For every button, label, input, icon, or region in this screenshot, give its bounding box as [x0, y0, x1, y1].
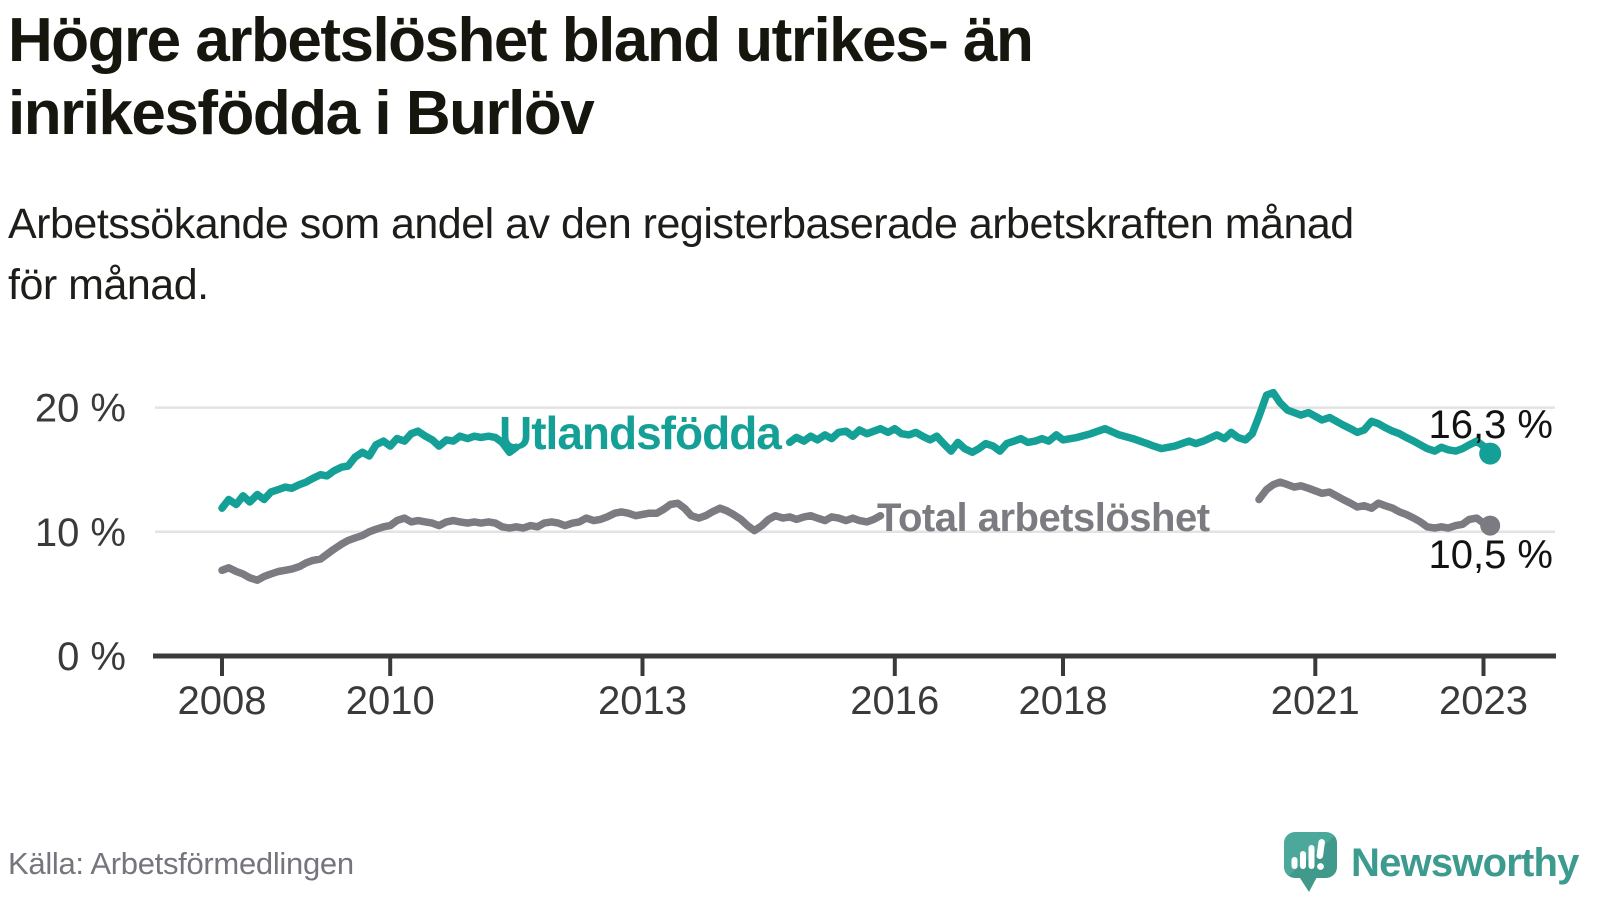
end-value-label-foreign: 16,3 %	[1428, 403, 1553, 447]
x-tick-label-2008: 2008	[178, 679, 267, 723]
x-tick-label-2021: 2021	[1271, 679, 1360, 723]
subtitle-line-1: Arbetssökande som andel av den registerb…	[8, 200, 1354, 248]
title-line-1: Högre arbetslöshet bland utrikes- än	[8, 6, 1034, 75]
x-tick-label-2010: 2010	[346, 679, 435, 723]
y-tick-label-0: 0 %	[57, 635, 126, 679]
end-value-label-total: 10,5 %	[1428, 533, 1553, 577]
line-foreign-segment-1	[218, 427, 521, 512]
subtitle-line-2: för månad.	[8, 261, 209, 309]
page-subtitle: Arbetssökande som andel av den registerb…	[8, 194, 1568, 316]
x-tick-label-2023: 2023	[1439, 679, 1528, 723]
line-total-segment-2	[1255, 478, 1494, 532]
newsworthy-bubble-icon	[1284, 832, 1337, 892]
title-line-2: inrikesfödda i Burlöv	[8, 79, 595, 148]
y-tick-label-20: 20 %	[35, 387, 126, 431]
page-title: Högre arbetslöshet bland utrikes- än inr…	[8, 4, 1568, 150]
y-tick-label-10: 10 %	[35, 511, 126, 555]
end-dot-total	[1480, 515, 1501, 536]
line-total-segment-1	[218, 499, 885, 584]
x-tick-label-2016: 2016	[850, 679, 939, 723]
newsworthy-wordmark: Newsworthy	[1351, 840, 1579, 885]
logo-barchart-icon	[1291, 839, 1325, 870]
source-note: Källa: Arbetsförmedlingen	[8, 846, 354, 881]
series-label-total: Total arbetslöshet	[877, 496, 1210, 540]
x-tick-label-2018: 2018	[1019, 679, 1108, 723]
line-foreign-segment-2	[785, 388, 1494, 458]
series-label-foreign: Utlandsfödda	[499, 407, 782, 459]
logo-bubble-tail	[1298, 875, 1318, 892]
newsworthy-logo: Newsworthy	[1284, 830, 1579, 896]
x-tick-label-2013: 2013	[598, 679, 687, 723]
end-dot-foreign	[1479, 442, 1502, 465]
